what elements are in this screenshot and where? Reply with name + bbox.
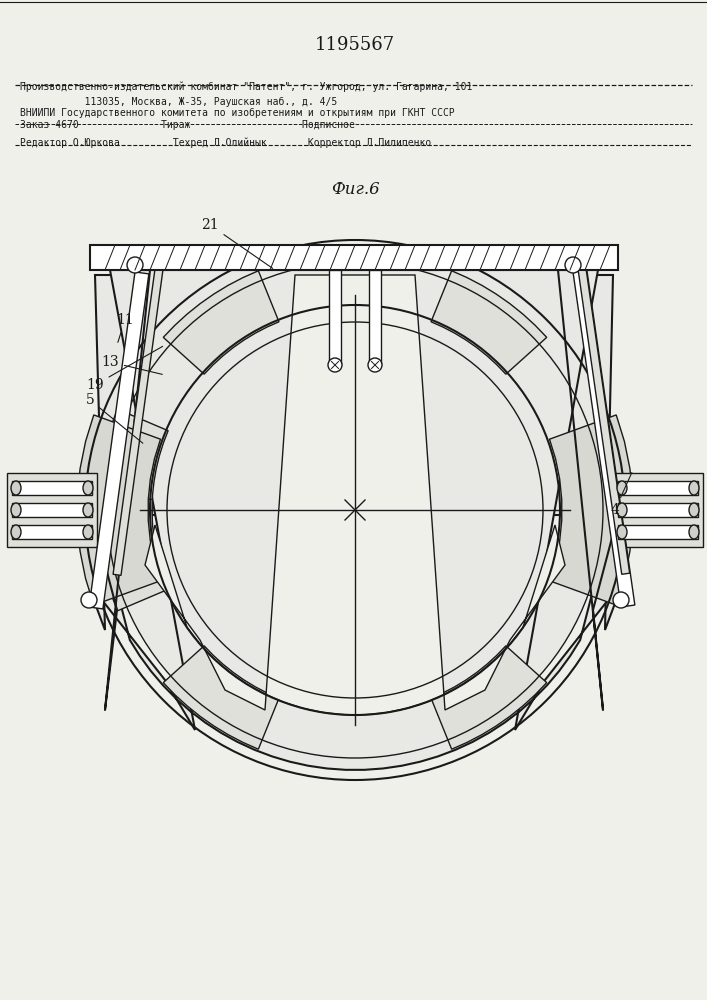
Ellipse shape: [617, 481, 627, 495]
Polygon shape: [431, 646, 547, 749]
Bar: [573, 270, 635, 607]
Bar: [329, 270, 341, 365]
Text: ВНИИПИ Государственного комитета по изобретениям и открытиям при ГКНТ СССР: ВНИИПИ Государственного комитета по изоб…: [20, 108, 455, 118]
Bar: [12, 481, 92, 495]
Text: Производственно-издательский комбинат "Патент", г. Ужгород, ул. Гагарина, 101: Производственно-издательский комбинат "П…: [20, 81, 472, 92]
Bar: [578, 268, 630, 574]
Polygon shape: [163, 646, 279, 749]
Text: Редактор О.Юркова         Техред Л.Олийнык       Корректор Л.Пилипенко: Редактор О.Юркова Техред Л.Олийнык Корре…: [20, 138, 431, 148]
Text: 19: 19: [86, 346, 163, 392]
Ellipse shape: [83, 503, 93, 517]
Text: Фиг.6: Фиг.6: [331, 182, 380, 198]
Polygon shape: [431, 271, 547, 374]
Ellipse shape: [83, 481, 93, 495]
Text: 21: 21: [201, 218, 273, 268]
Ellipse shape: [11, 525, 21, 539]
Text: 1195567: 1195567: [315, 36, 395, 54]
Bar: [90, 245, 618, 270]
Polygon shape: [77, 415, 160, 605]
Bar: [12, 503, 92, 517]
Bar: [12, 525, 92, 539]
Bar: [613, 473, 703, 547]
Bar: [618, 525, 698, 539]
Polygon shape: [145, 275, 565, 715]
Text: Заказ 4670              Тираж                   Подписное: Заказ 4670 Тираж Подписное: [20, 120, 355, 130]
Text: 13: 13: [101, 355, 163, 374]
Bar: [618, 481, 698, 495]
Polygon shape: [200, 540, 510, 685]
Ellipse shape: [689, 481, 699, 495]
Ellipse shape: [11, 481, 21, 495]
Ellipse shape: [83, 525, 93, 539]
Text: 113035, Москва, Ж-35, Раушская наб., д. 4/5: 113035, Москва, Ж-35, Раушская наб., д. …: [20, 97, 337, 107]
Bar: [89, 272, 149, 609]
Text: 5: 5: [86, 393, 143, 443]
Ellipse shape: [689, 503, 699, 517]
Ellipse shape: [689, 525, 699, 539]
Circle shape: [565, 257, 581, 273]
Circle shape: [328, 358, 342, 372]
Circle shape: [81, 592, 97, 608]
Text: 4: 4: [611, 473, 632, 517]
Ellipse shape: [617, 525, 627, 539]
Polygon shape: [163, 271, 279, 374]
Ellipse shape: [11, 503, 21, 517]
Polygon shape: [97, 496, 168, 611]
Polygon shape: [97, 409, 168, 524]
Polygon shape: [80, 275, 630, 630]
Circle shape: [127, 257, 143, 273]
Ellipse shape: [617, 503, 627, 517]
Circle shape: [613, 592, 629, 608]
Polygon shape: [95, 270, 615, 770]
Circle shape: [167, 322, 543, 698]
Bar: [7, 473, 97, 547]
Polygon shape: [549, 415, 633, 605]
Bar: [369, 270, 381, 365]
Bar: [618, 503, 698, 517]
Text: 11: 11: [116, 313, 134, 342]
Circle shape: [368, 358, 382, 372]
Bar: [113, 269, 163, 575]
